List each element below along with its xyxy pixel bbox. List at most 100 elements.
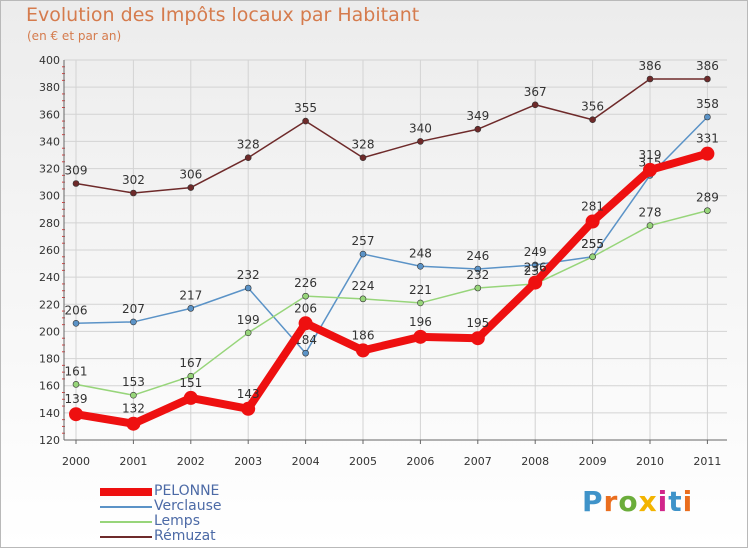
x-tick-label: 2003 <box>234 455 262 468</box>
data-point-pelonne <box>183 390 198 405</box>
data-label-remuzat: 349 <box>466 109 489 123</box>
y-tick-label: 300 <box>39 190 60 203</box>
data-label-remuzat: 355 <box>294 101 317 115</box>
y-tick-label: 400 <box>39 54 60 67</box>
legend-swatch <box>100 521 152 523</box>
data-label-verclause: 217 <box>179 288 202 302</box>
data-label-lemps: 232 <box>466 268 489 282</box>
data-label-remuzat: 306 <box>179 168 202 182</box>
data-point-verclause <box>531 261 539 269</box>
legend-swatch <box>100 506 152 508</box>
legend-swatch <box>100 536 152 538</box>
x-tick-label: 2004 <box>292 455 320 468</box>
y-tick-label: 160 <box>39 380 60 393</box>
data-label-pelonne: 143 <box>237 387 260 401</box>
data-point-verclause <box>187 305 195 312</box>
y-tick-label: 260 <box>39 244 60 257</box>
x-tick-label: 2008 <box>521 455 549 468</box>
data-point-remuzat <box>417 138 424 145</box>
data-point-lemps <box>302 292 309 300</box>
data-point-remuzat <box>244 154 252 162</box>
data-point-verclause <box>474 265 482 273</box>
series-line-pelonne <box>72 149 712 428</box>
data-label-lemps: 167 <box>179 356 202 370</box>
logo-letter: i <box>657 485 669 518</box>
data-label-lemps: 224 <box>352 279 375 293</box>
legend-item-pelonne: PELONNE <box>100 483 270 499</box>
data-point-remuzat <box>474 125 482 133</box>
data-point-remuzat <box>646 75 654 83</box>
data-label-lemps: 255 <box>581 237 604 251</box>
data-point-pelonne <box>528 275 543 290</box>
data-label-remuzat: 328 <box>352 138 375 152</box>
y-tick-label: 120 <box>39 434 60 447</box>
x-tick-label: 2006 <box>406 455 434 468</box>
x-tick-label: 2002 <box>177 455 205 468</box>
data-label-remuzat: 328 <box>237 138 260 152</box>
data-point-pelonne <box>413 329 428 344</box>
data-point-lemps <box>359 295 367 303</box>
data-point-remuzat <box>359 154 367 162</box>
chart-title: Evolution des Impôts locaux par Habitant <box>26 4 420 26</box>
logo-letter: o <box>618 485 639 518</box>
data-label-verclause: 248 <box>409 246 432 260</box>
data-point-lemps <box>72 381 80 388</box>
data-label-pelonne: 281 <box>581 200 604 214</box>
data-point-pelonne <box>241 401 256 416</box>
data-label-pelonne: 132 <box>122 402 145 416</box>
data-point-lemps <box>704 207 711 214</box>
data-label-lemps: 289 <box>696 191 719 205</box>
y-tick-label: 280 <box>39 217 60 230</box>
data-point-lemps <box>244 329 252 337</box>
data-point-pelonne <box>700 146 715 161</box>
data-point-pelonne <box>643 162 657 177</box>
data-point-verclause <box>244 284 252 292</box>
series-line-lemps <box>75 209 709 396</box>
data-label-verclause: 206 <box>65 303 88 317</box>
data-label-pelonne: 319 <box>639 148 662 162</box>
legend-label: PELONNE <box>154 483 220 499</box>
data-label-lemps: 221 <box>409 283 432 297</box>
legend-item-remuzat: Rémuzat <box>100 528 270 544</box>
data-label-lemps: 226 <box>294 276 317 290</box>
data-point-pelonne <box>356 343 370 358</box>
legend-item-verclause: Verclause <box>100 498 270 514</box>
x-tick-label: 2011 <box>693 455 721 468</box>
data-point-lemps <box>474 284 482 292</box>
data-label-remuzat: 309 <box>65 164 88 178</box>
legend-item-lemps: Lemps <box>100 513 270 529</box>
data-label-verclause: 207 <box>122 302 145 316</box>
x-tick-label: 2007 <box>464 455 492 468</box>
data-label-lemps: 199 <box>237 313 260 327</box>
chart-subtitle: (en € et par an) <box>27 29 122 43</box>
data-point-lemps <box>130 391 137 399</box>
x-tick-label: 2005 <box>349 455 377 468</box>
logo-letter: P <box>582 485 604 518</box>
data-label-remuzat: 367 <box>524 85 547 99</box>
data-point-pelonne <box>298 316 313 331</box>
data-label-lemps: 278 <box>639 206 662 220</box>
y-tick-label: 220 <box>39 298 60 311</box>
data-point-lemps <box>417 299 424 307</box>
data-point-remuzat <box>72 180 80 187</box>
data-label-pelonne: 195 <box>466 316 489 330</box>
x-tick-label: 2009 <box>579 455 607 468</box>
data-point-lemps <box>187 372 195 380</box>
legend-label: Verclause <box>154 498 222 514</box>
data-point-remuzat <box>704 75 711 83</box>
logo-letter: x <box>638 485 658 518</box>
legend-label: Lemps <box>154 513 200 529</box>
y-tick-label: 200 <box>39 325 60 338</box>
series-line-remuzat <box>75 78 709 194</box>
y-tick-label: 240 <box>39 271 60 284</box>
y-tick-label: 320 <box>39 163 60 176</box>
data-point-remuzat <box>589 116 596 124</box>
data-point-lemps <box>589 253 596 261</box>
data-point-remuzat <box>302 117 309 125</box>
data-point-pelonne <box>69 407 83 422</box>
data-point-verclause <box>704 113 711 121</box>
y-tick-label: 180 <box>39 353 60 366</box>
data-label-lemps: 161 <box>65 364 88 378</box>
data-label-lemps: 153 <box>122 375 145 389</box>
